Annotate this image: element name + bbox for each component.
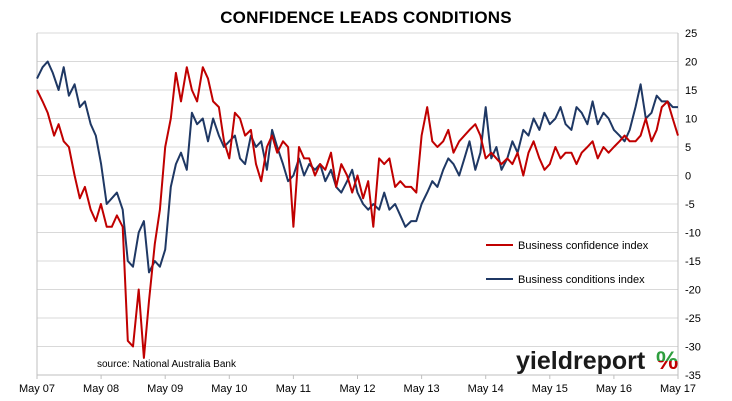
source-annotation: source: National Australia Bank [97, 359, 237, 370]
y-tick-label: -20 [685, 285, 701, 297]
y-tick-label: 25 [685, 28, 697, 40]
x-tick-label: May 17 [660, 383, 696, 395]
y-tick-label: -30 [685, 342, 701, 354]
y-tick-label: 5 [685, 142, 691, 154]
y-tick-label: 20 [685, 57, 697, 69]
series-line-business-conditions [36, 60, 678, 274]
x-tick-label: May 09 [147, 383, 183, 395]
series-lines [36, 60, 679, 359]
x-tick-label: May 07 [19, 383, 55, 395]
y-tick-label: 0 [685, 171, 691, 183]
y-tick-label: -10 [685, 228, 701, 240]
x-tick-label: May 12 [339, 383, 375, 395]
x-tick-label: May 14 [468, 383, 504, 395]
series-line-business-confidence [36, 66, 679, 359]
x-tick-label: May 13 [404, 383, 440, 395]
y-tick-label: -15 [685, 256, 701, 268]
gridlines [37, 32, 678, 376]
chart-title: CONFIDENCE LEADS CONDITIONS [220, 8, 512, 27]
y-tick-label: 10 [685, 114, 697, 126]
x-tick-label: May 11 [276, 383, 311, 395]
x-tick-label: May 10 [211, 383, 247, 395]
y-tick-label: 15 [685, 85, 697, 97]
legend: Business confidence index Business condit… [486, 240, 649, 286]
yieldreport-logo: yieldreport % [516, 347, 678, 375]
x-tick-label: May 16 [596, 383, 632, 395]
y-tick-label: -5 [685, 199, 695, 211]
logo-wordmark: yieldreport [516, 347, 646, 375]
x-tick-label: May 15 [532, 383, 568, 395]
y-tick-label: -35 [685, 370, 701, 382]
legend-label: Business conditions index [518, 274, 645, 286]
legend-label: Business confidence index [518, 240, 649, 252]
axes: 25 20 15 10 5 0 -5 -10 -15 -20 -25 -30 -35 May 07 May … [19, 28, 701, 395]
y-tick-label: -25 [685, 313, 701, 325]
logo-percent-symbol: % [656, 347, 678, 375]
x-tick-label: May 08 [83, 383, 119, 395]
